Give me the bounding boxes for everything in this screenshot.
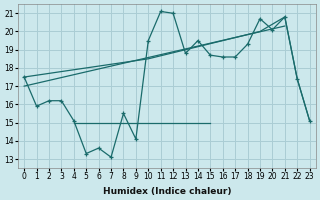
X-axis label: Humidex (Indice chaleur): Humidex (Indice chaleur)	[103, 187, 231, 196]
